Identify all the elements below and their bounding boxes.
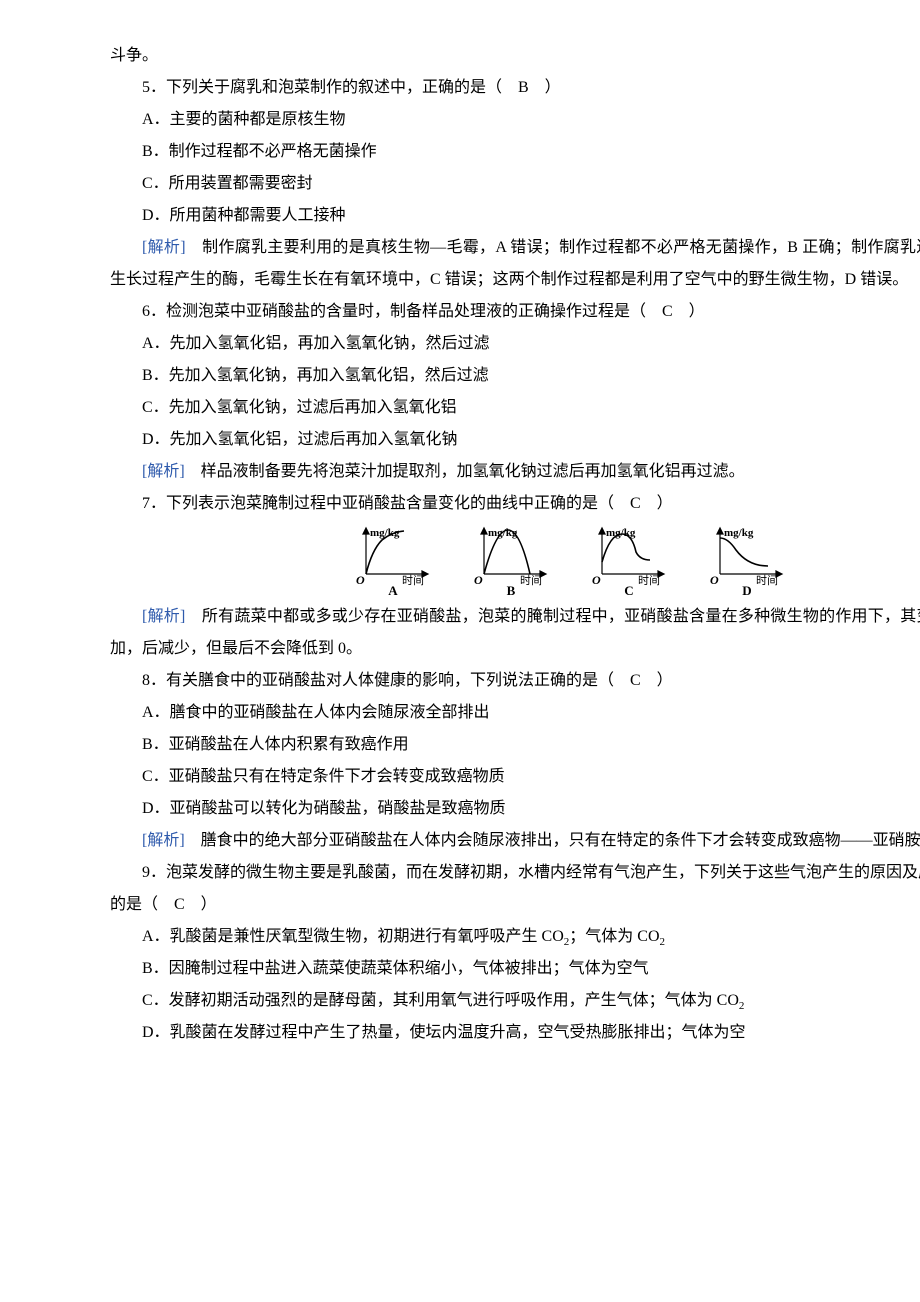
svg-text:O: O bbox=[356, 573, 365, 586]
analysis-label: [解析] bbox=[142, 239, 202, 256]
svg-text:mg/kg: mg/kg bbox=[724, 527, 754, 539]
q5-analysis: [解析] 制作腐乳主要利用的是真核生物—毛霉，A 错误；制作过程都不必严格无菌操… bbox=[110, 232, 920, 296]
chart-label: B bbox=[507, 584, 516, 597]
chart-a: mg/kg O 时间 A bbox=[348, 526, 438, 597]
analysis-label: [解析] bbox=[142, 608, 202, 625]
q9-stem: 9．泡菜发酵的微生物主要是乳酸菌，而在发酵初期，水槽内经常有气泡产生，下列关于这… bbox=[110, 857, 920, 921]
q6-opt-d: D．先加入氢氧化铝，过滤后再加入氢氧化钠 bbox=[110, 424, 920, 456]
analysis-label: [解析] bbox=[142, 463, 201, 480]
svg-text:O: O bbox=[592, 573, 601, 586]
q9-opt-c: C．发酵初期活动强烈的是酵母菌，其利用氧气进行呼吸作用，产生气体；气体为 CO2 bbox=[110, 985, 920, 1017]
q8-opt-b: B．亚硝酸盐在人体内积累有致癌作用 bbox=[110, 729, 920, 761]
q9-opt-d: D．乳酸菌在发酵过程中产生了热量，使坛内温度升高，空气受热膨胀排出；气体为空 bbox=[110, 1017, 920, 1049]
svg-text:时间: 时间 bbox=[756, 574, 778, 586]
q8-stem: 8．有关膳食中的亚硝酸盐对人体健康的影响，下列说法正确的是（ C ） bbox=[110, 665, 920, 697]
q5-stem: 5．下列关于腐乳和泡菜制作的叙述中，正确的是（ B ） bbox=[110, 72, 920, 104]
q5-opt-d: D．所用菌种都需要人工接种 bbox=[110, 200, 920, 232]
q7-analysis-text: 所有蔬菜中都或多或少存在亚硝酸盐，泡菜的腌制过程中，亚硝酸盐含量在多种微生物的作… bbox=[110, 608, 920, 657]
q5-opt-b: B．制作过程都不必严格无菌操作 bbox=[110, 136, 920, 168]
q5-opt-a: A．主要的菌种都是原核生物 bbox=[110, 104, 920, 136]
q5-analysis-text: 制作腐乳主要利用的是真核生物—毛霉，A 错误；制作过程都不必严格无菌操作，B 正… bbox=[110, 239, 920, 288]
q6-opt-a: A．先加入氢氧化铝，再加入氢氧化钠，然后过滤 bbox=[110, 328, 920, 360]
chart-c: mg/kg O 时间 C bbox=[584, 526, 674, 597]
q5-opt-c: C．所用装置都需要密封 bbox=[110, 168, 920, 200]
chart-label: C bbox=[624, 584, 633, 597]
q7-analysis: [解析] 所有蔬菜中都或多或少存在亚硝酸盐，泡菜的腌制过程中，亚硝酸盐含量在多种… bbox=[110, 601, 920, 665]
svg-text:时间: 时间 bbox=[520, 574, 542, 586]
q6-stem: 6．检测泡菜中亚硝酸盐的含量时，制备样品处理液的正确操作过程是（ C ） bbox=[110, 296, 920, 328]
q6-analysis-text: 样品液制备要先将泡菜汁加提取剂，加氢氧化钠过滤后再加氢氧化铝再过滤。 bbox=[201, 463, 745, 480]
svg-text:mg/kg: mg/kg bbox=[488, 527, 518, 539]
chart-label: D bbox=[742, 584, 751, 597]
svg-text:mg/kg: mg/kg bbox=[370, 527, 400, 539]
chart-d: mg/kg O 时间 D bbox=[702, 526, 792, 597]
chart-label: A bbox=[388, 584, 397, 597]
svg-text:mg/kg: mg/kg bbox=[606, 527, 636, 539]
chart-b: mg/kg O 时间 B bbox=[466, 526, 556, 597]
q6-opt-b: B．先加入氢氧化钠，再加入氢氧化铝，然后过滤 bbox=[110, 360, 920, 392]
page-number: 2 bbox=[110, 1109, 920, 1135]
q6-analysis: [解析] 样品液制备要先将泡菜汁加提取剂，加氢氧化钠过滤后再加氢氧化铝再过滤。 bbox=[110, 456, 920, 488]
prev-page-fragment: 斗争。 bbox=[110, 40, 920, 72]
q7-charts: mg/kg O 时间 Amg/kg O 时间 Bmg/kg O 时间 Cmg/kg O 时间 D bbox=[110, 526, 920, 597]
q6-opt-c: C．先加入氢氧化钠，过滤后再加入氢氧化铝 bbox=[110, 392, 920, 424]
q8-analysis-text: 膳食中的绝大部分亚硝酸盐在人体内会随尿液排出，只有在特定的条件下才会转变成致癌物… bbox=[201, 832, 920, 849]
q7-stem: 7．下列表示泡菜腌制过程中亚硝酸盐含量变化的曲线中正确的是（ C ） bbox=[110, 488, 920, 520]
q8-opt-c: C．亚硝酸盐只有在特定条件下才会转变成致癌物质 bbox=[110, 761, 920, 793]
svg-text:时间: 时间 bbox=[402, 574, 424, 586]
q8-opt-d: D．亚硝酸盐可以转化为硝酸盐，硝酸盐是致癌物质 bbox=[110, 793, 920, 825]
svg-text:O: O bbox=[474, 573, 483, 586]
svg-text:时间: 时间 bbox=[638, 574, 660, 586]
analysis-label: [解析] bbox=[142, 832, 201, 849]
q8-opt-a: A．膳食中的亚硝酸盐在人体内会随尿液全部排出 bbox=[110, 697, 920, 729]
svg-text:O: O bbox=[710, 573, 719, 586]
q9-opt-b: B．因腌制过程中盐进入蔬菜使蔬菜体积缩小，气体被排出；气体为空气 bbox=[110, 953, 920, 985]
q8-analysis: [解析] 膳食中的绝大部分亚硝酸盐在人体内会随尿液排出，只有在特定的条件下才会转… bbox=[110, 825, 920, 857]
q9-opt-a: A．乳酸菌是兼性厌氧型微生物，初期进行有氧呼吸产生 CO2；气体为 CO2 bbox=[110, 921, 920, 953]
